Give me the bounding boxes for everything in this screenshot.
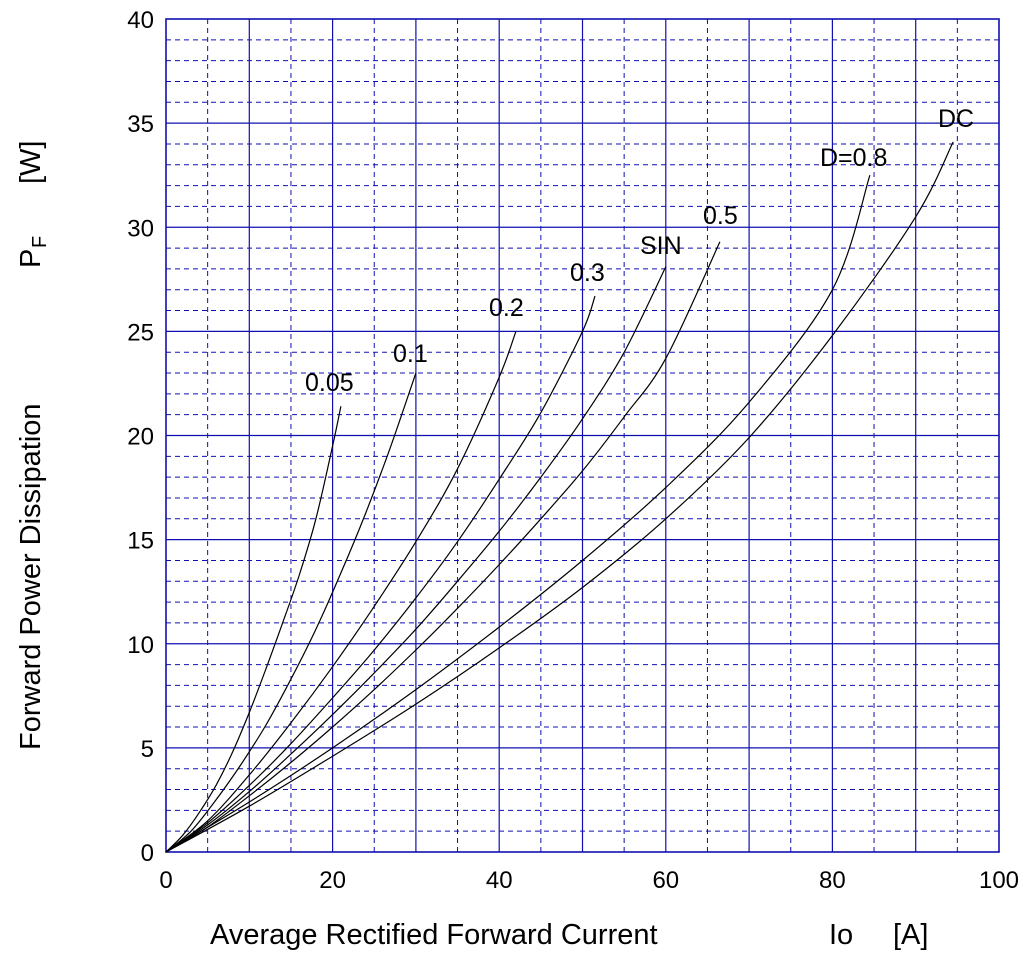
- series-label: 0.05: [305, 369, 354, 397]
- y-axis-unit: [W]: [15, 141, 47, 185]
- series-label: 0.3: [570, 259, 605, 287]
- series-label: 0.5: [703, 202, 738, 230]
- y-tick-label: 25: [127, 319, 154, 346]
- series-label: D=0.8: [820, 144, 887, 172]
- y-tick-label: 5: [141, 736, 154, 763]
- x-tick-label: 80: [819, 867, 846, 894]
- y-axis-title: Forward Power Dissipation: [15, 403, 47, 750]
- series-line-0-2: [165, 331, 517, 853]
- x-tick-label: 0: [159, 867, 172, 894]
- x-axis-title: Average Rectified Forward Current: [210, 919, 658, 951]
- series-line-d-0-8: [165, 175, 871, 853]
- x-axis-unit: [A]: [893, 919, 928, 951]
- series-label: 0.2: [489, 294, 524, 322]
- curves: [165, 141, 954, 853]
- y-axis-symbol: P: [15, 249, 47, 268]
- x-tick-label: 60: [652, 867, 679, 894]
- series-line-0-5: [165, 241, 721, 853]
- y-tick-label: 0: [141, 840, 154, 867]
- series-label: DC: [938, 105, 974, 133]
- x-tick-label: 40: [486, 867, 513, 894]
- tick-labels: 0 20 40 60 80 100 0 5 10 15 20 25 30 35 40: [127, 7, 1019, 894]
- curve-labels: 0.05 0.1 0.2 0.3 SIN 0.5 D=0.8 DC: [305, 105, 974, 397]
- x-tick-label: 100: [979, 867, 1019, 894]
- x-axis-symbol: Io: [829, 919, 853, 951]
- plot-grid: [166, 19, 999, 852]
- series-line-sin: [165, 266, 667, 853]
- y-tick-label: 15: [127, 528, 154, 555]
- y-tick-label: 20: [127, 424, 154, 451]
- series-line-0-3: [165, 295, 596, 853]
- x-tick-label: 20: [319, 867, 346, 894]
- series-line-0-1: [165, 372, 417, 853]
- series-line-dc: [165, 141, 954, 853]
- y-tick-label: 30: [127, 215, 154, 242]
- y-tick-label: 35: [127, 111, 154, 138]
- y-axis-title-group: Forward Power Dissipation P F [W]: [15, 141, 51, 751]
- plot-frame: [165, 18, 1000, 853]
- y-tick-label: 40: [127, 7, 154, 34]
- series-label: SIN: [640, 232, 682, 260]
- series-line-0-05: [165, 406, 342, 853]
- series-label: 0.1: [393, 340, 428, 368]
- y-axis-symbol-subscript: F: [29, 236, 51, 248]
- y-tick-label: 10: [127, 632, 154, 659]
